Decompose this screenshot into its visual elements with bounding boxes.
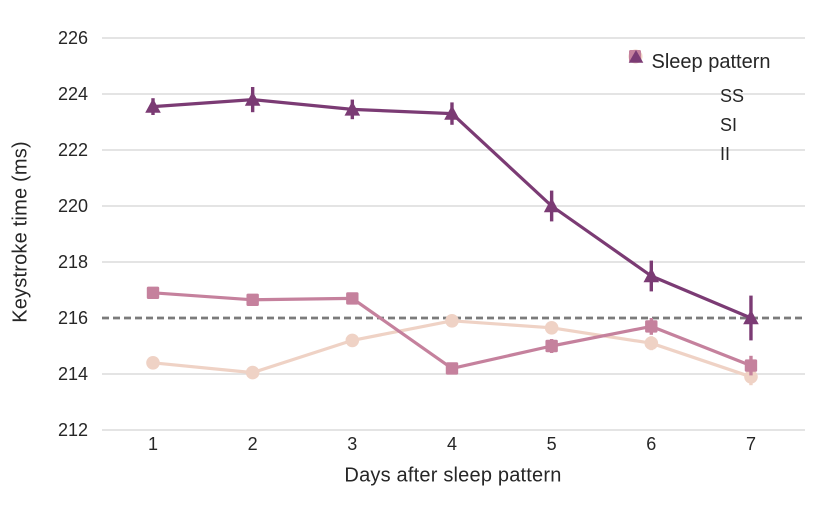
y-tick-label: 222	[58, 140, 88, 160]
marker-SS-day-1	[146, 356, 160, 370]
marker-II-day-1	[145, 98, 161, 113]
marker-SS-day-6	[644, 336, 659, 351]
marker-SI-day-2	[246, 293, 259, 306]
marker-SS-day-4	[445, 314, 459, 328]
marker-II-day-2	[244, 91, 261, 106]
legend-title: Sleep pattern	[651, 51, 771, 73]
marker-II-day-6	[643, 267, 660, 283]
legend-label-SI: SI	[720, 115, 738, 135]
y-tick-label: 224	[58, 84, 88, 104]
marker-SI-day-3	[346, 292, 359, 305]
y-tick-label: 226	[58, 28, 88, 48]
marker-SS-day-3	[345, 333, 360, 348]
x-tick-label: 5	[547, 434, 557, 454]
marker-II-day-4	[444, 105, 460, 120]
legend-label-SS: SS	[720, 86, 745, 106]
legend-label-II: II	[720, 144, 731, 164]
x-tick-label: 7	[746, 434, 756, 454]
y-tick-label: 218	[58, 252, 88, 272]
y-tick-label: 212	[58, 420, 88, 440]
legend-square-icon	[629, 50, 688, 134]
marker-SI-day-6	[645, 320, 658, 333]
marker-SI-day-7	[744, 359, 758, 372]
marker-SI-day-4	[445, 362, 459, 375]
y-tick-label: 220	[58, 196, 88, 216]
legend-triangle-icon	[628, 50, 688, 163]
x-tick-label: 4	[447, 434, 457, 454]
marker-II-day-3	[344, 101, 361, 116]
marker-SI-day-1	[146, 286, 160, 299]
marker-SI-day-5	[545, 339, 558, 353]
legend-rows: SS SI II	[628, 49, 794, 169]
y-tick-label: 214	[58, 364, 88, 384]
x-tick-label: 2	[248, 434, 258, 454]
x-axis-title: Days after sleep pattern	[344, 464, 562, 487]
marker-II-day-5	[543, 197, 560, 213]
series-line-SI	[151, 291, 753, 370]
marker-II-day-7	[743, 309, 759, 325]
legend: Sleep pattern SS SI II	[628, 49, 794, 169]
legend-item-II: II	[628, 50, 794, 169]
marker-SS-day-2	[245, 365, 260, 380]
x-tick-label: 3	[347, 434, 357, 454]
marker-SS-day-5	[544, 321, 559, 335]
legend-item-SS: SS	[628, 49, 794, 111]
y-axis-title: Keystroke time (ms)	[9, 141, 32, 323]
x-tick-label: 6	[646, 434, 656, 454]
y-tick-label: 216	[58, 308, 88, 328]
legend-circle-icon	[628, 49, 688, 105]
marker-SS-day-7	[744, 370, 758, 384]
legend-item-SI: SI	[628, 50, 794, 140]
x-tick-label: 1	[148, 434, 158, 454]
